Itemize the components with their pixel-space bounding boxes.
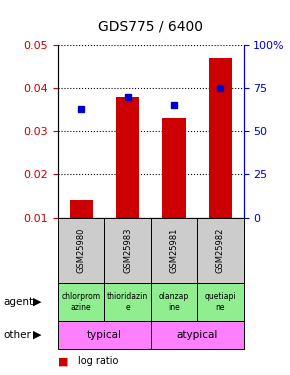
Bar bbox=[104, 283, 151, 321]
Text: GSM25982: GSM25982 bbox=[216, 228, 225, 273]
Bar bbox=[197, 217, 244, 283]
Bar bbox=[151, 217, 197, 283]
Bar bbox=[151, 283, 197, 321]
Text: atypical: atypical bbox=[177, 330, 218, 340]
Bar bbox=[58, 283, 104, 321]
Text: thioridazin
e: thioridazin e bbox=[107, 292, 148, 312]
Text: agent: agent bbox=[3, 297, 33, 307]
Text: GSM25983: GSM25983 bbox=[123, 228, 132, 273]
Text: quetiapi
ne: quetiapi ne bbox=[204, 292, 236, 312]
Text: GSM25981: GSM25981 bbox=[169, 228, 179, 273]
Text: log ratio: log ratio bbox=[78, 356, 119, 366]
Text: other: other bbox=[3, 330, 31, 340]
Bar bbox=[70, 200, 93, 217]
Text: ■: ■ bbox=[58, 356, 68, 366]
Text: chlorprom
azine: chlorprom azine bbox=[62, 292, 101, 312]
Text: GSM25980: GSM25980 bbox=[77, 228, 86, 273]
Text: ▶: ▶ bbox=[33, 330, 42, 340]
Bar bbox=[197, 283, 244, 321]
Bar bbox=[151, 321, 244, 349]
Bar bbox=[58, 217, 104, 283]
Text: ▶: ▶ bbox=[33, 297, 42, 307]
Text: olanzap
ine: olanzap ine bbox=[159, 292, 189, 312]
Bar bbox=[116, 97, 139, 218]
Text: GDS775 / 6400: GDS775 / 6400 bbox=[98, 19, 203, 33]
Bar bbox=[104, 217, 151, 283]
Bar bbox=[162, 118, 186, 218]
Bar bbox=[58, 321, 151, 349]
Bar bbox=[209, 58, 232, 217]
Text: typical: typical bbox=[87, 330, 122, 340]
